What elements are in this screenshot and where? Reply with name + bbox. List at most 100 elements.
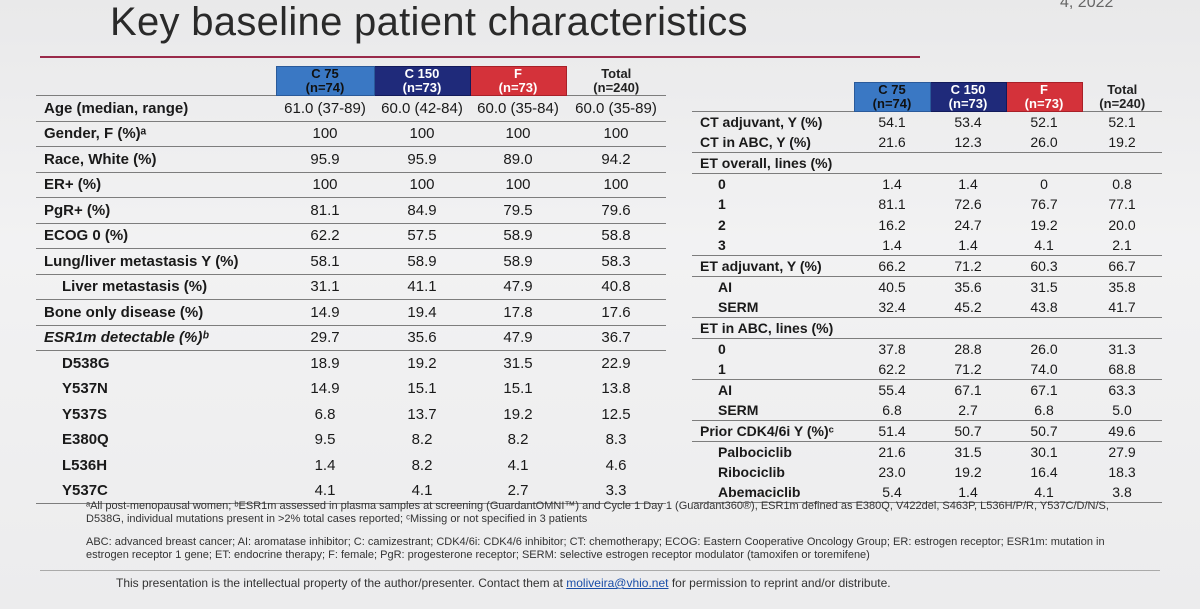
row-label: 2	[718, 216, 726, 233]
table-row: 0 37.8 28.8 26.0 31.3	[692, 337, 1162, 359]
row-label: Y537C	[36, 478, 276, 504]
table-row: Y537S 6.8 13.7 19.2 12.5	[36, 402, 666, 428]
cell-value: 15.1	[503, 380, 533, 398]
cell-value: 61.0 (37-89)	[276, 95, 374, 121]
cell-value: 71.2	[954, 360, 982, 377]
row-label: SERM	[718, 401, 759, 418]
table-row: ET adjuvant, Y (%) 66.2 71.2 60.3 66.7	[692, 255, 1162, 277]
cell-value: 67.1	[930, 378, 1006, 400]
slide-title: Key baseline patient characteristics	[110, 0, 748, 44]
cell-value: 12.5	[601, 405, 631, 423]
cell-value: 49.6	[1082, 419, 1162, 441]
cell-value	[854, 316, 930, 339]
row-label: Abemaciclib	[692, 482, 854, 504]
cell-value: 67.1	[1006, 378, 1082, 400]
cell-value: 19.2	[1030, 216, 1058, 233]
cell-value: 60.0 (35-89)	[566, 95, 666, 121]
cell-value: 60.3	[1006, 255, 1082, 277]
right-characteristics-table: C 75 (n=74) C 150 (n=73) F (n=73) Total (n=2…	[692, 82, 1162, 504]
cell-value: 19.2	[503, 405, 533, 423]
cell-value: 45.2	[954, 298, 982, 315]
cell-value: 5.4	[854, 482, 930, 504]
row-label: ET overall, lines (%)	[692, 152, 854, 174]
corner-date-fragment: 4, 2022	[1060, 0, 1114, 11]
cell-value: 6.8	[882, 401, 902, 418]
cell-value: 51.4	[854, 419, 930, 441]
cell-value: 47.9	[470, 324, 566, 351]
cell-value: 30.1	[1006, 440, 1082, 462]
right-table-body: CT adjuvant, Y (%) 54.1 53.4 52.1 52.1 CT in …	[692, 111, 1162, 504]
footnote-abbreviations: ABC: advanced breast cancer; AI: aromata…	[86, 536, 1105, 561]
row-label: Lung/liver metastasis Y (%)	[36, 248, 276, 274]
cell-value: 95.9	[374, 146, 470, 172]
table-row: CT in ABC, Y (%) 21.6 12.3 26.0 19.2	[692, 132, 1162, 153]
table-row: Abemaciclib 5.4 1.4 4.1 3.8	[692, 482, 1162, 504]
cell-value: 16.2	[878, 216, 906, 233]
cell-value: 13.8	[601, 380, 631, 398]
table-row: Bone only disease (%) 14.9 19.4 17.8 17.6	[36, 299, 666, 325]
contact-email-link[interactable]: moliveira@vhio.net	[566, 576, 669, 590]
cell-value: 2.7	[470, 478, 566, 504]
cell-value: 6.8	[314, 405, 336, 423]
cell-value: 19.2	[374, 350, 470, 376]
table-row: ER+ (%) 100 100 100 100	[36, 171, 666, 198]
cell-value: 4.1	[507, 456, 529, 474]
table-row: Lung/liver metastasis Y (%) 58.1 58.9 58.9 5…	[36, 248, 666, 274]
cell-value: 1.4	[314, 456, 336, 474]
col-header-c75: C 75 (n=74)	[853, 82, 931, 112]
cell-value: 58.1	[276, 248, 374, 274]
cell-value: 14.9	[310, 380, 340, 398]
cell-value: 4.6	[605, 456, 627, 474]
cell-value: 4.1	[374, 478, 470, 504]
cell-value: 52.1	[1006, 111, 1082, 133]
cell-value: 19.2	[1108, 134, 1136, 151]
cell-value: 40.8	[566, 273, 666, 300]
row-label: Liver metastasis (%)	[36, 273, 276, 300]
cell-value: 74.0	[1030, 360, 1058, 377]
cell-value: 31.5	[1006, 275, 1082, 297]
cell-value: 3.8	[1082, 482, 1162, 504]
row-label: 3	[718, 237, 726, 254]
cell-value: 19.4	[374, 299, 470, 325]
table-row: E380Q 9.5 8.2 8.2 8.3	[36, 427, 666, 453]
cell-value: 77.1	[1108, 196, 1136, 213]
col-header-f: F (n=73)	[469, 66, 567, 96]
cell-value	[930, 152, 1006, 174]
cell-value: 81.1	[276, 197, 374, 223]
cell-value: 58.9	[374, 248, 470, 274]
cell-value: 41.1	[374, 273, 470, 300]
cell-value: 100	[566, 171, 666, 198]
table-row: 0 1.4 1.4 0 0.8	[692, 172, 1162, 194]
table-row: Y537C 4.1 4.1 2.7 3.3	[36, 478, 666, 504]
cell-value: 58.3	[566, 248, 666, 274]
cell-value	[1082, 316, 1162, 339]
row-label: AI	[692, 275, 854, 297]
cell-value: 66.2	[854, 255, 930, 277]
cell-value: 50.7	[1006, 419, 1082, 441]
cell-value: 68.8	[1108, 360, 1136, 377]
cell-value: 1.4	[958, 237, 978, 254]
cell-value: 3.3	[566, 478, 666, 504]
row-label: Y537S	[62, 405, 108, 423]
cell-value: 27.9	[1082, 440, 1162, 462]
cell-value: 37.8	[854, 337, 930, 359]
row-label: Palbociclib	[692, 440, 854, 462]
row-label: SERM	[718, 298, 759, 315]
cell-value: 26.0	[1006, 337, 1082, 359]
cell-value: 81.1	[878, 196, 906, 213]
cell-value	[930, 316, 1006, 339]
cell-value: 31.5	[930, 440, 1006, 462]
cell-value: 62.2	[276, 222, 374, 249]
cell-value: 35.6	[930, 275, 1006, 297]
cell-value: 100	[470, 120, 566, 147]
cell-value	[1082, 152, 1162, 174]
cell-value: 62.2	[878, 360, 906, 377]
cell-value: 15.1	[407, 380, 437, 398]
cell-value: 100	[470, 171, 566, 198]
cell-value: 17.8	[470, 299, 566, 325]
row-label: CT adjuvant, Y (%)	[692, 111, 854, 133]
row-label: Gender, F (%)ᵃ	[36, 120, 276, 147]
row-label: ESR1m detectable (%)ᵇ	[36, 324, 276, 351]
cell-value: 100	[566, 120, 666, 147]
cell-value: 24.7	[954, 216, 982, 233]
